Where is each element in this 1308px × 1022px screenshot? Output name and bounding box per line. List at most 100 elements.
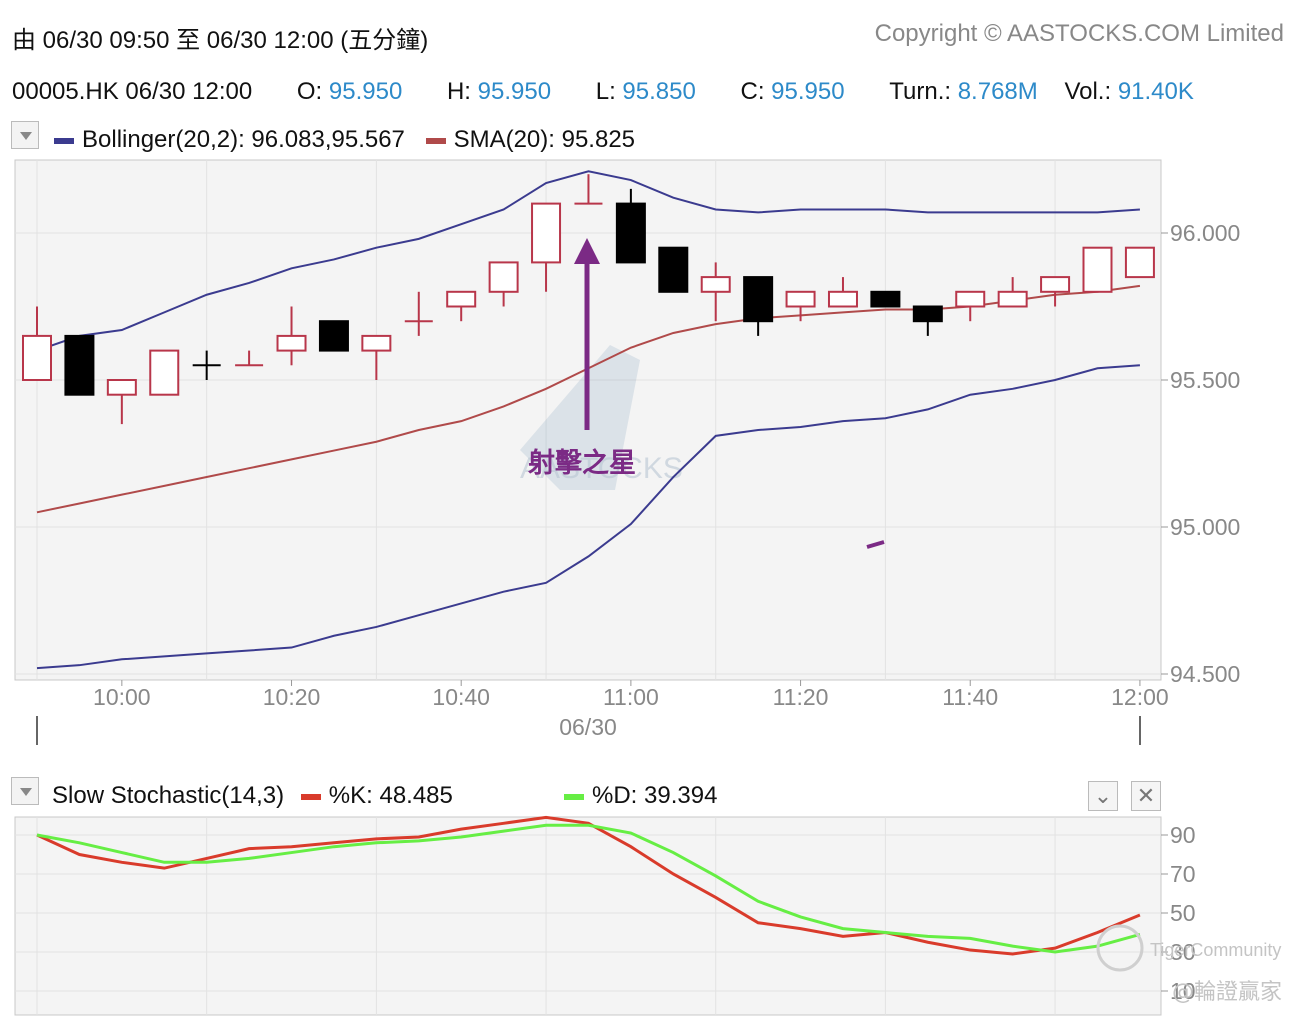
candle bbox=[361, 334, 392, 380]
x-tick-label: 11:00 bbox=[603, 684, 659, 710]
x-tick-label: 11:40 bbox=[942, 684, 998, 710]
candle bbox=[276, 306, 307, 366]
candle-body bbox=[64, 334, 95, 396]
x-tick-label: 10:40 bbox=[432, 684, 490, 710]
y-tick-label: 95.500 bbox=[1170, 367, 1240, 393]
candle-body bbox=[700, 276, 731, 293]
aastocks-watermark-logo bbox=[520, 345, 640, 490]
candle-body bbox=[488, 261, 519, 293]
candle bbox=[827, 277, 858, 308]
high-value: 95.950 bbox=[477, 78, 552, 105]
volume-label: Vol.: bbox=[1064, 78, 1112, 105]
candle bbox=[912, 305, 943, 336]
candle bbox=[574, 174, 603, 205]
stoch-y-tick-label: 10 bbox=[1170, 978, 1196, 1004]
candle bbox=[955, 290, 986, 322]
bollinger-lower-line bbox=[36, 364, 1140, 670]
y-tick-label: 95.000 bbox=[1170, 514, 1240, 540]
volume-value: 91.40K bbox=[1117, 78, 1194, 105]
y-tick-label: 96.000 bbox=[1170, 220, 1240, 246]
stochastic-title: Slow Stochastic(14,3) bbox=[52, 782, 285, 809]
candle bbox=[997, 277, 1028, 308]
stoch-d-line bbox=[36, 823, 1141, 954]
candle bbox=[404, 291, 433, 336]
main-chart-legend: Bollinger(20,2): 96.083,95.567 SMA(20): … bbox=[44, 126, 635, 154]
x-tick-label: 10:00 bbox=[93, 684, 151, 710]
turnover-value: 8.768M bbox=[957, 78, 1038, 105]
candle-body bbox=[22, 334, 52, 381]
low-value: 95.850 bbox=[622, 78, 696, 105]
stochastic-menu-button[interactable] bbox=[11, 777, 39, 805]
d-legend: %D: 39.394 bbox=[592, 782, 718, 809]
candle bbox=[22, 306, 52, 381]
candle-body bbox=[318, 320, 349, 352]
close-value: 95.950 bbox=[771, 78, 845, 105]
candle bbox=[446, 290, 477, 322]
close-icon: ✕ bbox=[1136, 783, 1156, 808]
bollinger-swatch bbox=[54, 137, 74, 144]
candle bbox=[658, 246, 689, 293]
candle-body bbox=[658, 246, 689, 293]
candle-body bbox=[106, 379, 137, 396]
candle bbox=[192, 350, 221, 380]
candle-body bbox=[955, 290, 986, 308]
date-range-label: 由 06/30 09:50 至 06/30 12:00 (五分鐘) bbox=[12, 27, 429, 54]
candle-body bbox=[361, 334, 392, 352]
candle-body bbox=[446, 290, 477, 308]
tiger-watermark-icon bbox=[1096, 924, 1144, 972]
close-label: C: bbox=[740, 78, 765, 105]
stochastic-plot-area bbox=[14, 816, 1162, 1016]
candle-body bbox=[1082, 246, 1113, 293]
candle-body bbox=[785, 290, 816, 308]
date-axis-label: 06/30 bbox=[559, 714, 617, 740]
aastocks-watermark-text: AASTOCKS bbox=[520, 452, 683, 485]
candle bbox=[64, 334, 95, 396]
candle-body bbox=[827, 290, 858, 308]
candle bbox=[743, 276, 774, 336]
stoch-y-tick-label: 50 bbox=[1170, 900, 1196, 926]
open-value: 95.950 bbox=[328, 78, 403, 105]
copyright-text: Copyright © AASTOCKS.COM Limited bbox=[874, 20, 1284, 47]
stoch-y-tick-label: 30 bbox=[1170, 939, 1196, 965]
candle-body bbox=[997, 290, 1028, 308]
candle bbox=[235, 350, 264, 367]
main-chart-menu-button[interactable] bbox=[11, 121, 39, 149]
quote-summary: 00005.HK 06/30 12:00 O: 95.950 H: 95.950… bbox=[12, 78, 1194, 106]
x-tick-label: 10:20 bbox=[263, 684, 321, 710]
chevron-down-icon: ⌄ bbox=[1093, 783, 1113, 808]
stoch-y-tick-label: 70 bbox=[1170, 861, 1196, 887]
bollinger-upper-line bbox=[36, 170, 1140, 352]
candle bbox=[1082, 246, 1113, 293]
candle-body bbox=[615, 202, 646, 264]
candle-body bbox=[743, 276, 774, 323]
candle bbox=[1124, 246, 1155, 279]
author-watermark: @輪證贏家 bbox=[1172, 980, 1282, 1005]
tiger-watermark: TigerCommunity bbox=[1150, 940, 1281, 960]
annotation-label: 射擊之星 bbox=[527, 447, 636, 479]
candle bbox=[488, 261, 519, 307]
collapse-panel-button[interactable]: ⌄ bbox=[1088, 781, 1118, 811]
high-label: H: bbox=[446, 78, 471, 105]
candle bbox=[149, 349, 180, 396]
sma-swatch bbox=[425, 137, 446, 144]
candle bbox=[1040, 276, 1071, 307]
stoch-y-tick-label: 90 bbox=[1170, 822, 1196, 848]
stochastic-d-legend: %D: 39.394 bbox=[554, 782, 717, 810]
shooting-star-annotation bbox=[574, 238, 885, 549]
close-panel-button[interactable]: ✕ bbox=[1131, 781, 1161, 811]
k-legend: %K: 48.485 bbox=[328, 782, 453, 809]
candle-body bbox=[531, 202, 562, 264]
candle bbox=[700, 262, 731, 322]
x-tick-label: 11:20 bbox=[773, 684, 829, 710]
y-tick-label: 94.500 bbox=[1170, 661, 1240, 687]
stochastic-legend: Slow Stochastic(14,3) %K: 48.485 bbox=[52, 782, 453, 810]
sma-legend: SMA(20): 95.825 bbox=[453, 126, 636, 153]
candle bbox=[870, 290, 901, 308]
candle-body bbox=[870, 290, 901, 308]
bollinger-legend: Bollinger(20,2): 96.083,95.567 bbox=[82, 126, 405, 153]
candle bbox=[106, 379, 137, 425]
candle-body bbox=[912, 305, 943, 323]
candle-body bbox=[149, 349, 180, 396]
stoch-k-line bbox=[36, 815, 1141, 956]
candle-body bbox=[1040, 276, 1071, 293]
